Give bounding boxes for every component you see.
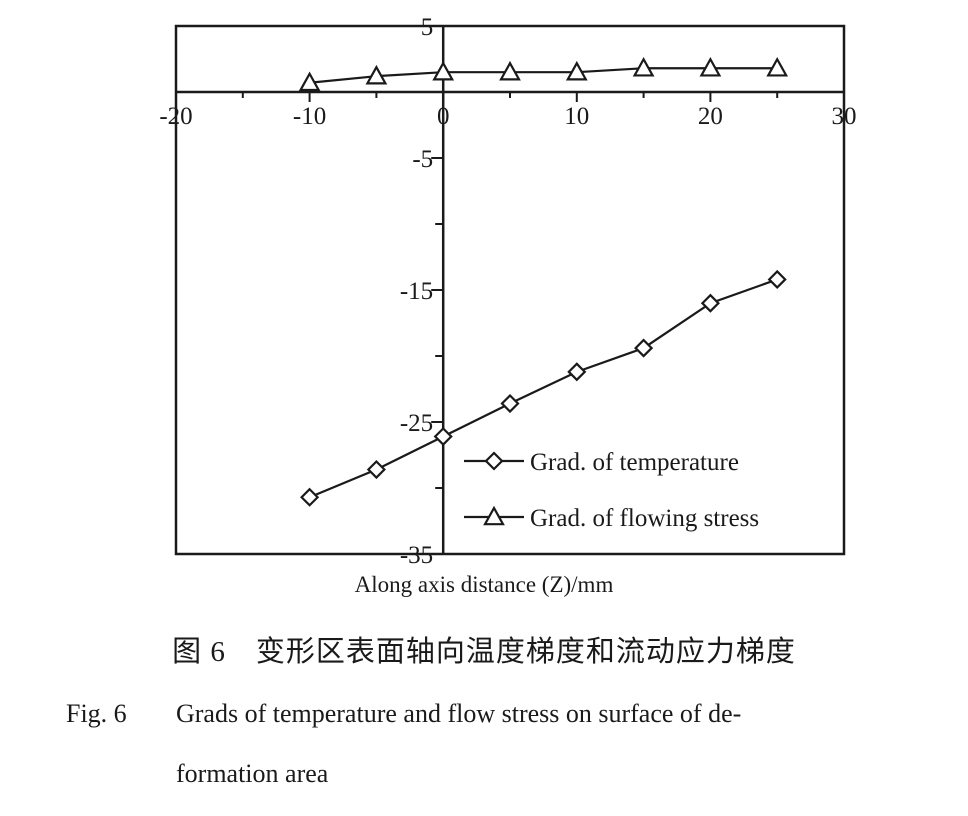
data-point-triangle [432,60,455,81]
series-line-diamond [309,278,778,499]
chart: -20 -10 0 10 20 30 5 -5 -15 -25 -35 Grad. of tempe… [159,14,856,569]
english-caption-line1: Grads of temperature and flow stress on … [176,699,742,728]
data-point-diamond [366,459,386,480]
y-tick-label: 5 [421,14,434,41]
data-point-triangle [298,71,321,92]
series-line-triangle [309,67,778,84]
legend: Grad. of temperature Grad. of flowing str… [464,449,759,532]
y-tick-label: -5 [412,146,433,173]
english-caption: Fig. 6 Grads of temperature and flow stre… [66,684,926,804]
data-point-diamond [300,487,320,507]
english-caption-line2: formation area [176,759,329,788]
data-point-diamond [433,426,453,447]
data-point-triangle [565,60,588,81]
data-point-triangle [632,56,655,77]
legend-marker-triangle [483,505,505,526]
x-tick-label: 20 [698,103,723,130]
legend-label-triangle: Grad. of flowing stress [530,505,759,532]
data-point-diamond [700,293,720,313]
data-point-triangle [766,56,789,77]
axis-tick-labels: -20 -10 0 10 20 30 5 -5 -15 -25 -35 [159,14,856,569]
x-tick-label: 10 [564,103,589,130]
plot-frame [174,24,846,556]
y-tick-label: -25 [400,410,433,437]
data-point-triangle [499,60,521,81]
x-tick-label: 0 [437,103,450,130]
series-layer [298,56,789,507]
y-tick-label: -35 [400,542,433,569]
y-tick-label: -15 [400,278,433,305]
data-point-diamond [767,269,787,289]
x-axis-label: Along axis distance (Z)/mm [354,572,614,597]
legend-label-diamond: Grad. of temperature [530,449,739,476]
x-tick-label: -20 [159,103,192,130]
data-point-diamond [634,338,654,358]
legend-marker-diamond [484,451,504,471]
data-point-triangle [699,56,722,77]
data-point-diamond [500,393,520,414]
x-tick-label: -10 [293,103,326,130]
series-triangle [298,56,789,92]
axis-ticks [175,25,845,555]
series-diamond [300,269,787,507]
figure-number: Fig. 6 [66,699,127,728]
data-point-triangle [365,64,388,85]
data-point-diamond [567,362,587,382]
x-tick-label: 30 [832,103,857,130]
chinese-caption: 图 6 变形区表面轴向温度梯度和流动应力梯度 [172,636,796,668]
